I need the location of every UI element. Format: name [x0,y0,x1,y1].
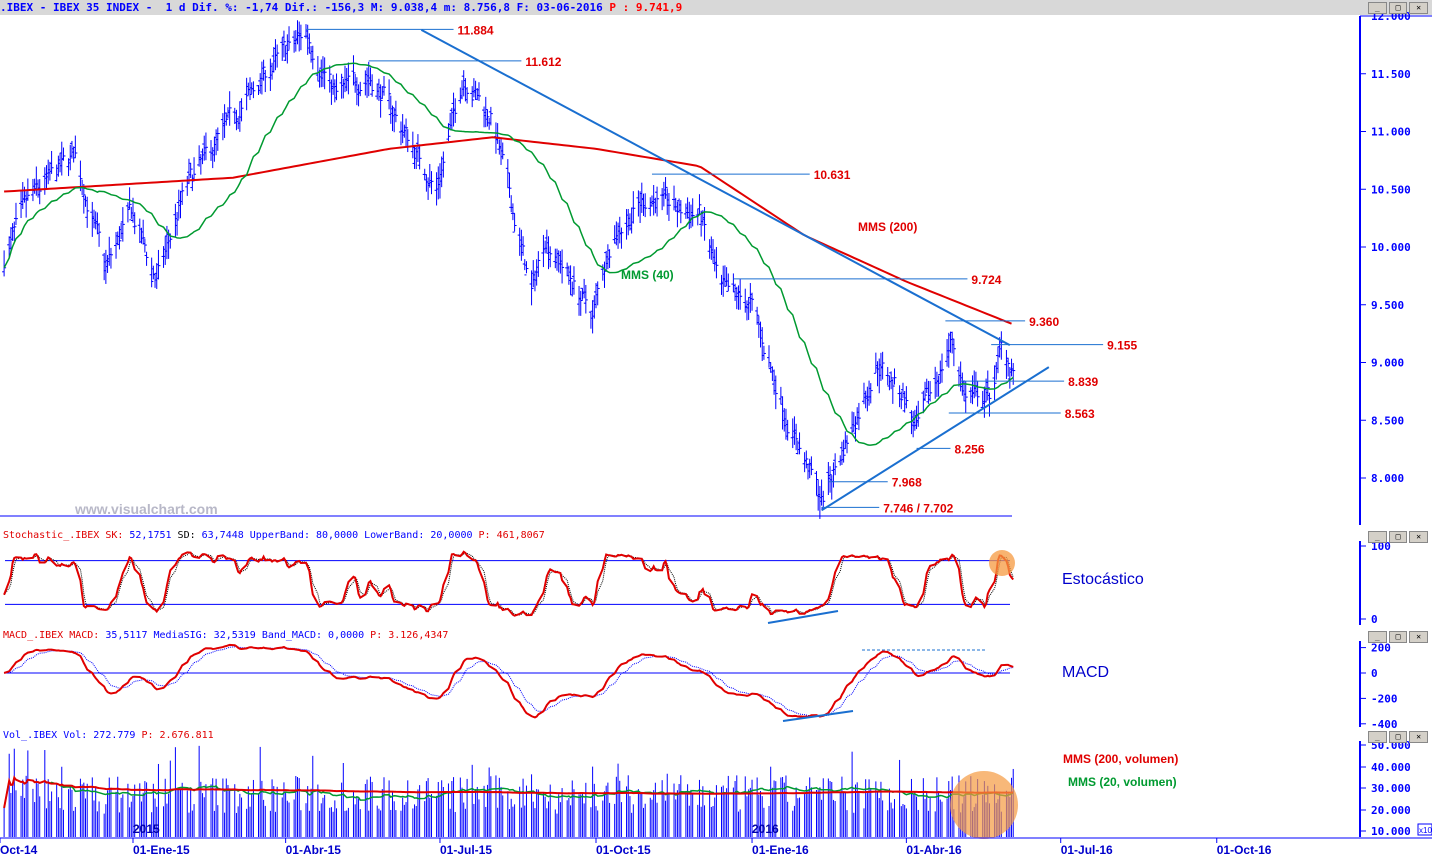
macd-annotation: MACD [1062,664,1109,681]
macd-pane-window-buttons: _ □ ✕ [1367,631,1428,643]
volume-pane-window-buttons: _ □ ✕ [1367,731,1428,743]
mms200-line [4,136,1012,325]
x-axis-tick-label: Oct-14 [0,843,38,857]
trendline [420,28,1011,347]
price-axis-tick-label: 10.000 [1371,241,1411,254]
price-axis-tick-label: 11.000 [1371,126,1411,139]
price-axis-tick-label: 9.000 [1371,357,1404,370]
level-label: 7.968 [892,476,922,490]
macd-axis-tick-label: -200 [1371,692,1398,705]
close-icon[interactable]: ✕ [1409,2,1428,14]
macd-line [3,643,1014,719]
level-label: 10.631 [814,168,851,182]
close-icon[interactable]: ✕ [1409,531,1428,543]
price-axis-tick-label: 10.500 [1371,183,1411,196]
level-label: 9.360 [1029,315,1059,329]
volume-axis-tick-label: 20.000 [1371,804,1411,817]
multiplier-label: x10 [1419,826,1432,835]
stochastic-annotation: Estocástico [1062,571,1144,588]
stochastic-sk-line [3,550,1014,617]
trendline [821,366,1050,512]
macd-pane-legend: MACD_.IBEX MACD: 35,5117 MediaSIG: 32,5319 Ba… [3,630,448,641]
stochastic-divergence-line [767,610,839,624]
stochastic-pane-window-buttons: _ □ ✕ [1367,531,1428,543]
price-pane: 11.884 11.612 10.631 9.724 9.360 9.155 8.839 8.… [0,20,1137,519]
close-icon[interactable]: ✕ [1409,731,1428,743]
x-axis-tick-label: 01-Ene-15 [133,843,190,857]
watermark: www.visualchart.com [74,501,218,517]
stochastic-pane-legend: Stochastic_.IBEX SK: 52,1751 SD: 63,7448 Uppe… [3,530,545,541]
macd-axis-tick-label: 0 [1371,667,1378,680]
minimize-icon[interactable]: _ [1367,631,1387,643]
maximize-icon[interactable]: □ [1388,731,1408,743]
macd-axis-tick-label: 200 [1371,642,1391,655]
minimize-icon[interactable]: _ [1367,531,1387,543]
level-label: 8.839 [1068,375,1098,389]
volume-mms200-label: MMS (200, volumen) [1063,752,1178,766]
minimize-icon[interactable]: _ [1367,2,1387,14]
level-label: 8.563 [1065,407,1095,421]
mms40-line [3,62,1014,446]
x-axis-tick-label: 01-Oct-16 [1217,843,1272,857]
year-label-2015: 2015 [133,822,160,836]
macd-axis-tick-label: -400 [1371,718,1398,731]
volume-highlight-circle [950,771,1018,839]
level-label: 11.612 [525,55,561,69]
maximize-icon[interactable]: □ [1388,531,1408,543]
volume-axis-tick-label: 10.000 [1371,825,1411,838]
x-axis-tick-label: 01-Jul-15 [440,843,492,857]
macd-pane [3,643,1014,722]
price-axis-tick-label: 9.500 [1371,299,1404,312]
price-axis-tick-label: 8.000 [1371,472,1404,485]
x-axis-tick-label: 01-Abr-15 [286,843,342,857]
level-label: 9.155 [1107,339,1137,353]
year-label-2016: 2016 [752,822,779,836]
x-axis-tick-label: 01-Abr-16 [906,843,962,857]
volume-axis-tick-label: 40.000 [1371,761,1411,774]
x-axis-tick-label: 01-Oct-15 [596,843,651,857]
price-pane-window-buttons: _ □ ✕ [1367,2,1428,14]
price-axis-tick-label: 11.500 [1371,68,1411,81]
volume-mms200-line [3,775,1014,809]
mms40-label: MMS (40) [621,268,674,282]
stochastic-axis-tick-label: 0 [1371,613,1378,626]
maximize-icon[interactable]: □ [1388,2,1408,14]
close-icon[interactable]: ✕ [1409,631,1428,643]
maximize-icon[interactable]: □ [1388,631,1408,643]
level-label: 9.724 [971,273,1001,287]
axes: 12.00011.50011.00010.50010.0009.5009.000… [0,10,1432,857]
x-axis-tick-label: 01-Jul-16 [1061,843,1113,857]
level-label: 11.884 [458,23,494,37]
stochastic-sd-line [3,551,1014,616]
stochastic-pane [3,550,1015,624]
volume-mms20-label: MMS (20, volumen) [1068,775,1177,789]
multiplier-box [1417,823,1432,836]
minimize-icon[interactable]: _ [1367,731,1387,743]
stochastic-axis-tick-label: 100 [1371,540,1391,553]
price-axis-tick-label: 8.500 [1371,414,1404,427]
mms200-label: MMS (200) [858,220,917,234]
stochastic-highlight-circle [989,550,1015,576]
x-axis-tick-label: 01-Ene-16 [752,843,809,857]
volume-axis-tick-label: 30.000 [1371,782,1411,795]
volume-pane [3,745,1018,839]
macd-signal-line [4,646,1014,717]
level-label: 7.746 / 7.702 [883,501,953,515]
chart-header: .IBEX - IBEX 35 INDEX - 1 d Dif. %: -1,7… [0,0,1432,15]
level-label: 8.256 [954,442,984,456]
volume-pane-legend: Vol_.IBEX Vol: 272.779 P: 2.676.811 [3,730,214,741]
macd-divergence-line [782,710,854,722]
